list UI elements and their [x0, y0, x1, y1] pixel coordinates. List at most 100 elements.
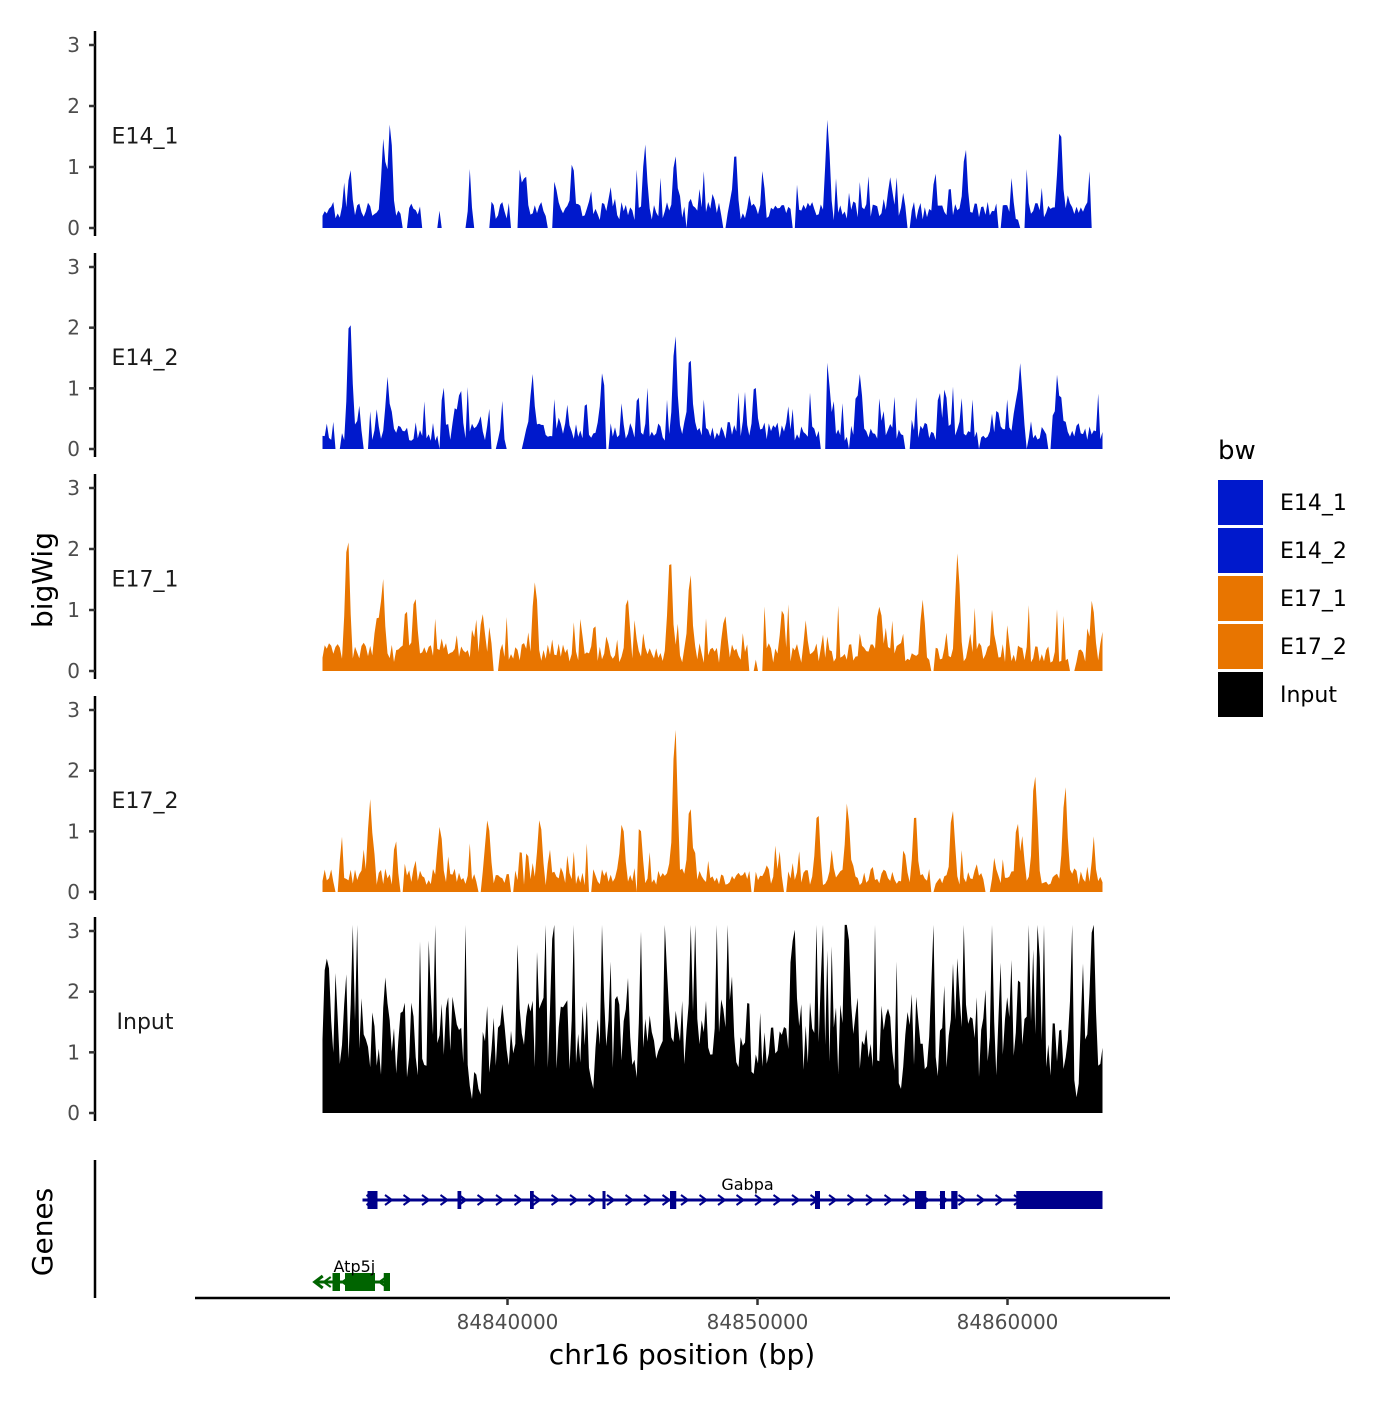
gene-Gabpa: Gabpa — [362, 1175, 1103, 1209]
track-label-E14_1: E14_1 — [112, 125, 179, 150]
y-axis-title: bigWig — [26, 532, 59, 628]
strand-arrow — [791, 1194, 801, 1206]
gene-exon — [530, 1191, 534, 1209]
y-tick-label: 2 — [67, 759, 80, 783]
gene-exon — [383, 1273, 390, 1291]
strand-arrow — [846, 1194, 857, 1206]
strand-arrow — [698, 1194, 709, 1206]
strand-arrow — [550, 1194, 561, 1206]
track-panel-E14_1: 0 1 2 3 E14_1 — [67, 31, 1103, 240]
strand-arrow — [772, 1194, 783, 1206]
legend: bw E14_1 E14_2 E17_1 E17_2 Input — [1218, 436, 1347, 717]
strand-arrow — [587, 1194, 598, 1206]
track-label-E17_2: E17_2 — [112, 789, 179, 814]
y-tick-label: 0 — [67, 216, 80, 240]
strand-arrow — [421, 1194, 431, 1206]
signal-area-E17_2 — [322, 729, 1103, 892]
track-panel-E14_2: 0 1 2 3 E14_2 — [67, 253, 1103, 461]
strand-arrow — [476, 1194, 487, 1206]
y-tick-label: 1 — [67, 376, 80, 400]
legend-label-E14_2: E14_2 — [1280, 539, 1347, 564]
strand-arrow — [569, 1194, 579, 1206]
gene-label-Atp5j: Atp5j — [334, 1257, 376, 1276]
strand-arrow — [643, 1194, 653, 1206]
strand-arrow — [458, 1194, 468, 1206]
signal-area-Input — [322, 924, 1103, 1113]
signal-area-E14_1 — [322, 119, 1103, 228]
legend-swatch-E17_1 — [1218, 576, 1263, 621]
gene-exon — [815, 1191, 820, 1209]
y-tick-label: 1 — [67, 819, 80, 843]
gene-exon — [602, 1191, 606, 1209]
genes-axis-title: Genes — [26, 1188, 59, 1276]
y-tick-label: 3 — [67, 255, 80, 279]
y-tick-label: 3 — [67, 698, 80, 722]
gene-exon — [951, 1191, 958, 1209]
gene-exon — [332, 1273, 340, 1291]
legend-swatch-E14_2 — [1218, 528, 1263, 573]
strand-arrow — [624, 1194, 635, 1206]
legend-label-E14_1: E14_1 — [1280, 491, 1347, 516]
y-tick-label: 0 — [67, 659, 80, 683]
gene-exon — [345, 1273, 375, 1291]
track-label-Input: Input — [117, 1010, 174, 1035]
gene-exon — [940, 1191, 945, 1209]
y-tick-label: 3 — [67, 919, 80, 943]
gene-exon — [367, 1191, 378, 1209]
x-axis-title: chr16 position (bp) — [549, 1338, 815, 1371]
strand-arrow — [402, 1194, 413, 1206]
strand-arrow — [828, 1194, 838, 1206]
strand-arrow — [439, 1194, 450, 1206]
track-label-E14_2: E14_2 — [112, 346, 179, 371]
x-tick-label: 84840000 — [457, 1310, 559, 1334]
strand-arrow — [957, 1194, 968, 1206]
gene-Atp5j: Atp5j — [312, 1257, 390, 1291]
strand-arrow — [384, 1194, 394, 1206]
strand-arrow — [680, 1194, 690, 1206]
track-panel-E17_2: 0 1 2 3 E17_2 — [67, 696, 1103, 904]
strand-arrow — [606, 1194, 616, 1206]
strand-arrow — [754, 1194, 764, 1206]
gene-exon — [1016, 1191, 1103, 1209]
gene-exon — [457, 1191, 462, 1209]
y-tick-label: 2 — [67, 316, 80, 340]
gene-label-Gabpa: Gabpa — [721, 1175, 773, 1194]
y-tick-label: 1 — [67, 155, 80, 179]
strand-arrow — [513, 1194, 524, 1206]
strand-arrow — [976, 1194, 986, 1206]
strand-arrow — [883, 1194, 894, 1206]
x-tick-label: 84850000 — [707, 1310, 809, 1334]
legend-swatch-E14_1 — [1218, 480, 1263, 525]
y-tick-label: 1 — [67, 598, 80, 622]
strand-arrow — [994, 1194, 1005, 1206]
legend-swatch-Input — [1218, 672, 1263, 717]
y-tick-label: 3 — [67, 476, 80, 500]
strand-arrow — [532, 1194, 542, 1206]
legend-swatch-E17_2 — [1218, 624, 1263, 669]
y-tick-label: 0 — [67, 437, 80, 461]
gene-end-arrow — [312, 1274, 324, 1290]
legend-label-E17_2: E17_2 — [1280, 635, 1347, 660]
tracks-layer: 0 1 2 3 E14_1 0 1 2 3 E14_2 0 1 2 3 E17_1 0 1 2 3 E17_2 0 1 2 3… — [67, 31, 1103, 1125]
genes-layer: Gabpa Atp5j — [93, 1160, 1103, 1298]
strand-arrow — [902, 1194, 912, 1206]
track-label-E17_1: E17_1 — [112, 568, 179, 593]
y-tick-label: 1 — [67, 1040, 80, 1064]
strand-arrow — [495, 1194, 505, 1206]
track-panel-E17_1: 0 1 2 3 E17_1 — [67, 474, 1103, 683]
legend-label-Input: Input — [1280, 683, 1337, 708]
x-axis: 84840000 84850000 84860000 — [195, 1296, 1170, 1334]
y-tick-label: 2 — [67, 980, 80, 1004]
y-tick-label: 3 — [67, 33, 80, 57]
legend-label-E17_1: E17_1 — [1280, 587, 1347, 612]
gene-exon — [670, 1191, 677, 1209]
signal-area-E17_1 — [322, 542, 1103, 671]
y-tick-label: 0 — [67, 1101, 80, 1125]
strand-arrow — [735, 1194, 746, 1206]
track-panel-Input: 0 1 2 3 Input — [67, 917, 1103, 1125]
strand-arrow — [717, 1194, 727, 1206]
x-tick-label: 84860000 — [957, 1310, 1059, 1334]
strand-arrow — [865, 1194, 875, 1206]
